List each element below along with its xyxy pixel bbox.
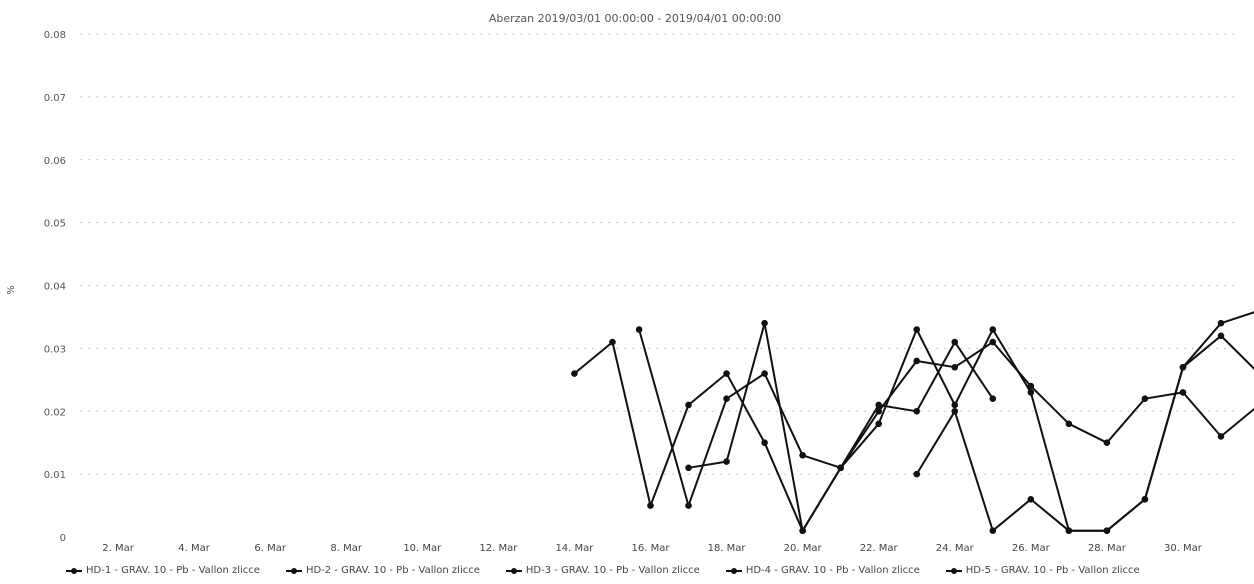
data-point[interactable] — [951, 407, 959, 415]
data-point[interactable] — [837, 464, 844, 472]
data-point[interactable] — [1217, 319, 1225, 327]
x-tick-label: 8. Mar — [330, 543, 362, 554]
data-point[interactable] — [913, 470, 921, 478]
x-tick-label: 2. Mar — [102, 543, 134, 554]
data-point[interactable] — [1065, 527, 1073, 535]
data-point[interactable] — [723, 458, 730, 465]
data-point[interactable] — [799, 527, 806, 535]
legend-item[interactable]: HD-4 - GRAV. 10 - Pb - Vallon zlicce — [725, 565, 920, 576]
y-tick-label: 0.03 — [44, 344, 66, 355]
x-tick-label: 4. Mar — [178, 543, 210, 554]
legend-item[interactable]: HD-3 - GRAV. 10 - Pb - Vallon zlicce — [505, 565, 700, 576]
series-line — [915, 334, 1254, 532]
chart: Aberzan 2019/03/01 00:00:00 - 2019/04/01… — [6, 12, 1254, 554]
legend-item[interactable]: HD-1 - GRAV. 10 - Pb - Vallon zlicce — [66, 566, 260, 576]
data-point[interactable] — [685, 502, 692, 509]
data-point[interactable] — [989, 338, 997, 346]
legend-label: HD-3 - GRAV. 10 - Pb - Vallon zlicce — [525, 565, 700, 576]
series-line — [688, 311, 1254, 532]
legend-label: HD-2 - GRAV. 10 - Pb - Vallon zlicce — [305, 565, 480, 576]
x-tick-label: 10. Mar — [403, 543, 442, 554]
y-tick-label: 0.02 — [44, 407, 66, 418]
data-point[interactable] — [989, 326, 997, 333]
data-point[interactable] — [989, 527, 997, 535]
data-point[interactable] — [951, 401, 959, 409]
series-line — [573, 341, 994, 532]
data-point[interactable] — [1179, 389, 1187, 396]
x-tick-label: 26. Mar — [1012, 543, 1051, 554]
x-tick-labels: 2. Mar 4. Mar 6. Mar 8. Mar 10. Mar 12. Mar 14… — [102, 543, 1203, 554]
data-point[interactable] — [913, 407, 921, 415]
data-point[interactable] — [609, 338, 616, 346]
data-point[interactable] — [1141, 495, 1149, 503]
data-point[interactable] — [951, 338, 959, 346]
data-point[interactable] — [1179, 363, 1187, 371]
y-tick-label: 0.05 — [44, 219, 66, 230]
data-point[interactable] — [685, 401, 692, 409]
data-point[interactable] — [571, 370, 578, 377]
legend-item[interactable]: HD-2 - GRAV. 10 - Pb - Vallon zlicce — [285, 565, 480, 576]
legend-label: HD-5 - GRAV. 10 - Pb - Vallon zlicce — [965, 565, 1140, 576]
data-point[interactable] — [951, 363, 959, 371]
chart-title: Aberzan 2019/03/01 00:00:00 - 2019/04/01… — [489, 12, 781, 25]
legend-label: HD-4 - GRAV. 10 - Pb - Vallon zlicce — [745, 565, 920, 576]
grid-lines — [80, 33, 1240, 475]
data-point[interactable] — [875, 401, 882, 409]
legend-marker-icon — [725, 568, 742, 574]
data-point[interactable] — [761, 319, 768, 327]
x-tick-label: 14. Mar — [555, 543, 594, 554]
y-tick-label: 0.07 — [44, 93, 66, 104]
data-point[interactable] — [799, 451, 806, 459]
y-tick-labels: 0 0.01 0.02 0.03 0.04 0.05 0.06 0.07 0.08 — [44, 30, 66, 544]
series-4 — [913, 332, 1254, 535]
x-tick-label: 16. Mar — [632, 543, 671, 554]
legend: HD-1 - GRAV. 10 - Pb - Vallon zlicce HD-2… — [66, 566, 1246, 576]
data-point[interactable] — [1065, 420, 1073, 428]
y-tick-label: 0.01 — [44, 470, 66, 481]
legend-marker-icon — [505, 568, 522, 574]
data-point[interactable] — [647, 502, 654, 509]
data-point[interactable] — [1217, 433, 1225, 440]
y-tick-label: 0 — [60, 533, 66, 544]
x-tick-label: 30. Mar — [1164, 543, 1203, 554]
x-tick-label: 20. Mar — [784, 543, 823, 554]
legend-item[interactable]: HD-5 - GRAV. 10 - Pb - Vallon zlicce — [945, 565, 1140, 576]
series-2 — [571, 338, 997, 535]
data-point[interactable] — [913, 326, 921, 333]
x-tick-label: 24. Mar — [936, 543, 975, 554]
series-1 — [635, 326, 1254, 509]
data-point[interactable] — [761, 439, 768, 446]
data-point[interactable] — [1217, 332, 1225, 340]
data-point[interactable] — [1141, 395, 1149, 402]
data-point[interactable] — [1103, 439, 1111, 446]
data-point[interactable] — [723, 395, 730, 402]
data-point[interactable] — [989, 395, 997, 402]
data-point[interactable] — [685, 464, 692, 472]
data-point[interactable] — [1027, 382, 1035, 390]
legend-marker-icon — [66, 568, 82, 574]
data-point[interactable] — [1027, 495, 1035, 503]
data-point[interactable] — [761, 370, 768, 377]
x-tick-label: 22. Mar — [860, 543, 899, 554]
x-tick-label: 18. Mar — [708, 543, 747, 554]
y-tick-label: 0.06 — [44, 156, 66, 167]
data-point[interactable] — [1027, 389, 1035, 396]
x-tick-label: 12. Mar — [479, 543, 518, 554]
data-point[interactable] — [723, 370, 730, 377]
data-point[interactable] — [1103, 527, 1111, 535]
data-point[interactable] — [875, 420, 882, 428]
x-tick-label: 28. Mar — [1088, 543, 1127, 554]
data-point[interactable] — [913, 357, 921, 365]
y-tick-label: 0.04 — [44, 282, 66, 293]
x-tick-label: 6. Mar — [254, 543, 286, 554]
legend-label: HD-1 - GRAV. 10 - Pb - Vallon zlicce — [86, 565, 260, 576]
y-axis-label: % — [6, 285, 17, 295]
legend-marker-icon — [285, 568, 302, 574]
data-point[interactable] — [635, 326, 643, 333]
legend-marker-icon — [945, 568, 962, 574]
series-layer — [571, 311, 1254, 535]
y-tick-label: 0.08 — [44, 30, 66, 41]
series-3 — [685, 311, 1254, 535]
